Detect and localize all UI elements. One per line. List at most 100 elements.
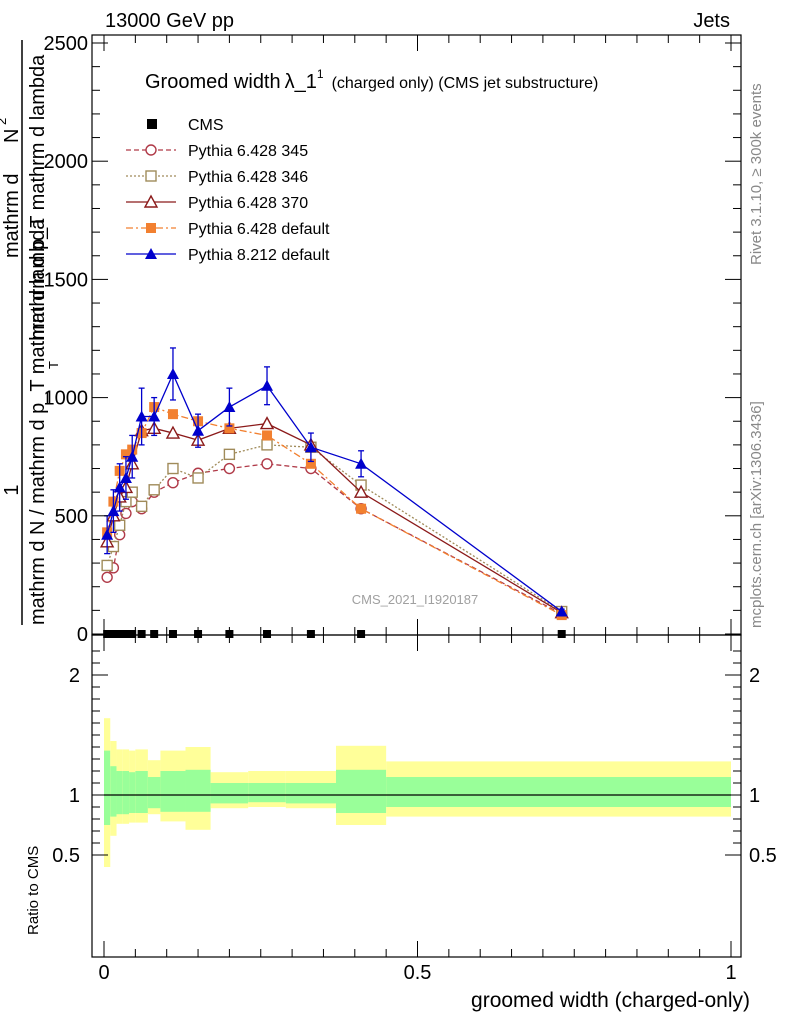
series-pythia-8-212-default <box>101 347 568 617</box>
y-axis-label-subscript: T <box>46 361 61 369</box>
ratio-band-inner <box>185 769 211 812</box>
legend: CMS Pythia 6.428 345 Pythia 6.428 346 Pythi… <box>126 117 330 264</box>
marker-filled-triangle <box>192 424 205 436</box>
y-axis-label-numerator-den: mathrm d p_T mathrm d lambda <box>27 54 49 340</box>
ratio-band-inner <box>122 771 130 815</box>
marker-open-square <box>113 519 126 531</box>
y-axis-label-denominator: mathrm d N / mathrm d p_T mathrm d lambd… <box>27 218 49 625</box>
ratio-y-tick-label-right: 0.5 <box>749 845 777 867</box>
marker-filled-square <box>356 503 367 514</box>
marker-filled-triangle <box>355 457 368 469</box>
marker-filled-triangle <box>148 410 161 422</box>
ratio-band-inner <box>160 771 186 812</box>
marker-filled-square <box>305 458 316 469</box>
ratio-band-inner <box>335 769 387 813</box>
marker-open-square <box>261 439 273 451</box>
marker-filled-triangle <box>107 505 120 517</box>
y-axis-label-numerator-exp: 2 <box>0 118 9 125</box>
series-cms <box>103 630 566 638</box>
y-tick-label: 1500 <box>44 269 89 291</box>
y-axis-label-numerator-a: mathrm d <box>1 174 23 258</box>
ratio-y-tick-label: 0.5 <box>52 845 80 867</box>
series-line <box>106 444 563 613</box>
header-right: Jets <box>693 10 730 32</box>
y-tick-label: 1000 <box>44 388 89 410</box>
ratio-plot-frame <box>91 634 742 958</box>
marker-filled-triangle <box>101 528 114 540</box>
cms-point <box>557 630 566 638</box>
y-tick-label: 2000 <box>44 151 89 173</box>
marker-filled-square <box>167 409 178 420</box>
legend-label: CMS <box>188 117 224 134</box>
chart-title: Groomed width λ_11(charged only) (CMS jet… <box>145 67 598 93</box>
legend-entry-pythia-6-428-370: Pythia 6.428 370 <box>126 194 308 212</box>
series-pythia-6-428-370 <box>99 416 569 619</box>
ratio-band-inner <box>116 771 123 815</box>
axes: 0 500 1000 1500 2000 2500 0 0.5 1 0.5 0.5 1 1 2 2 <box>44 33 777 984</box>
cms-point <box>306 630 315 638</box>
marker-filled-triangle <box>304 441 317 453</box>
cms-point <box>121 630 130 638</box>
cms-point <box>137 630 146 638</box>
rivet-label: Rivet 3.1.10, ≥ 300k events <box>748 83 765 265</box>
ratio-y-tick-label-right: 1 <box>749 785 760 807</box>
marker-filled-triangle <box>126 450 139 462</box>
legend-label: Pythia 6.428 370 <box>188 195 308 212</box>
marker-filled-square <box>146 223 156 233</box>
ratio-band-inner <box>129 772 136 813</box>
series-line <box>106 422 563 614</box>
marker-filled-triangle <box>113 481 126 493</box>
x-tick-label: 0 <box>98 962 109 984</box>
ratio-band-inner <box>285 783 336 804</box>
ratio-y-tick-label: 1 <box>69 785 80 807</box>
legend-label: Pythia 6.428 345 <box>188 143 308 160</box>
marker-open-circle <box>167 477 179 489</box>
legend-entry-pythia-6-428-345: Pythia 6.428 345 <box>126 143 308 160</box>
legend-entry-pythia-6-428-default: Pythia 6.428 default <box>126 221 330 238</box>
marker-filled-square <box>120 449 131 460</box>
x-tick-label: 1 <box>725 962 736 984</box>
y-tick-label: 2500 <box>44 33 89 55</box>
ratio-band-inner <box>135 771 148 813</box>
ratio-band-inner <box>110 766 117 817</box>
marker-open-circle <box>261 458 273 470</box>
marker-open-square <box>223 448 236 461</box>
marker-open-circle <box>120 507 132 520</box>
marker-open-triangle <box>165 425 181 439</box>
marker-filled-triangle <box>166 367 179 379</box>
x-tick-label: 0.5 <box>404 962 432 984</box>
chart-title-text: Groomed width λ_11(charged only) (CMS jet… <box>145 67 598 93</box>
series-pythia-6-428-345 <box>101 458 568 620</box>
cms-point <box>150 630 159 638</box>
marker-open-circle <box>223 462 236 475</box>
legend-label: Pythia 6.428 default <box>188 221 330 238</box>
ratio-y-tick-label-right: 2 <box>749 665 760 687</box>
marker-open-square <box>145 170 157 182</box>
marker-open-circle <box>145 144 157 156</box>
ratio-band-inner <box>386 777 731 807</box>
marker-filled-square <box>262 430 273 441</box>
marker-open-square <box>135 500 148 513</box>
y-tick-label: 500 <box>55 506 88 528</box>
legend-entry-pythia-6-428-346: Pythia 6.428 346 <box>126 169 308 186</box>
cms-point <box>109 630 118 638</box>
marker-filled-triangle <box>119 471 132 483</box>
cms-point <box>115 630 124 638</box>
y-tick-label: 0 <box>77 624 88 646</box>
ratio-bands <box>104 718 731 867</box>
marker-open-circle <box>101 571 113 583</box>
marker-filled-triangle <box>555 605 568 617</box>
marker-filled-triangle <box>261 379 274 391</box>
mcplots-label: mcplots.cern.ch [arXiv:1306.3436] <box>748 401 765 628</box>
header-left: 13000 GeV pp <box>105 10 234 32</box>
marker-filled-triangle <box>145 248 157 259</box>
legend-marker-cms <box>147 119 157 129</box>
x-axis-label: groomed width (charged-only) <box>471 989 750 1012</box>
legend-label: Pythia 6.428 346 <box>188 169 308 186</box>
legend-entry-cms: CMS <box>147 117 224 134</box>
ratio-band-inner <box>210 783 249 804</box>
cms-point <box>357 630 366 638</box>
ratio-y-tick-label: 2 <box>69 665 80 687</box>
cms-point <box>168 630 177 638</box>
